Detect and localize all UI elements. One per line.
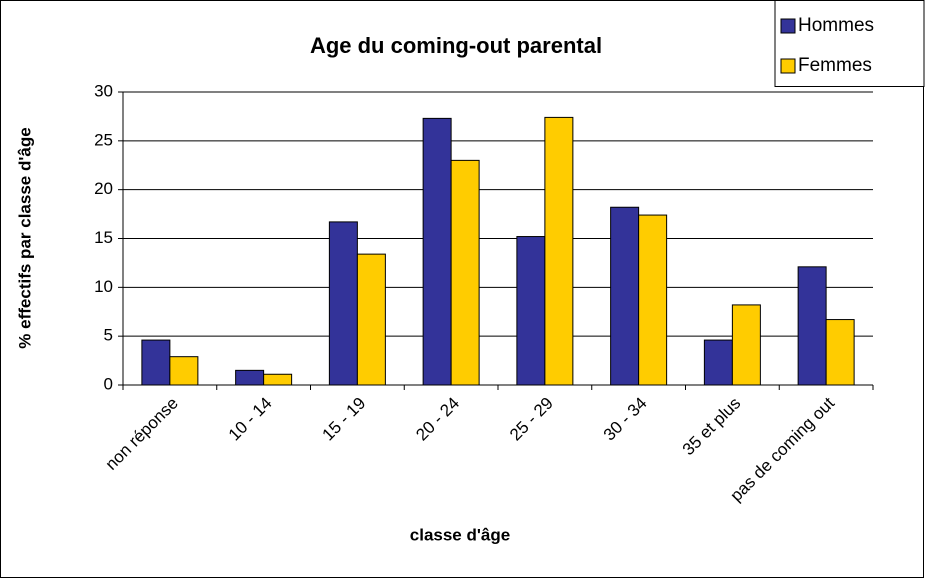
legend-box [774,0,925,87]
y-tick-label: 0 [104,374,113,393]
bar [516,236,546,386]
bar [356,253,386,386]
bar [825,319,855,386]
y-tick-label: 25 [94,130,113,149]
bar [638,214,668,386]
bar [141,339,171,386]
y-tick-label: 10 [94,277,113,296]
bar [235,369,265,386]
y-tick-label: 20 [94,179,113,198]
y-tick-label: 30 [94,81,113,100]
bar [450,159,480,386]
bar [797,266,827,386]
bar [169,356,199,386]
y-tick-label: 15 [94,228,113,247]
x-axis-label: classe d'âge [410,525,510,544]
legend-swatch [780,58,796,74]
bar [544,116,574,386]
bar [703,339,733,386]
bar [422,117,452,386]
bar [731,304,761,386]
legend-label: Hommes [798,15,874,36]
legend-label: Femmes [798,55,872,76]
legend-swatch [780,18,796,34]
bar [263,373,293,386]
bar [610,206,640,386]
chart-title: Age du coming-out parental [310,33,602,58]
bar [328,221,358,386]
y-axis-label: % effectifs par classe d'âge [15,127,34,348]
y-tick-label: 5 [104,326,113,345]
